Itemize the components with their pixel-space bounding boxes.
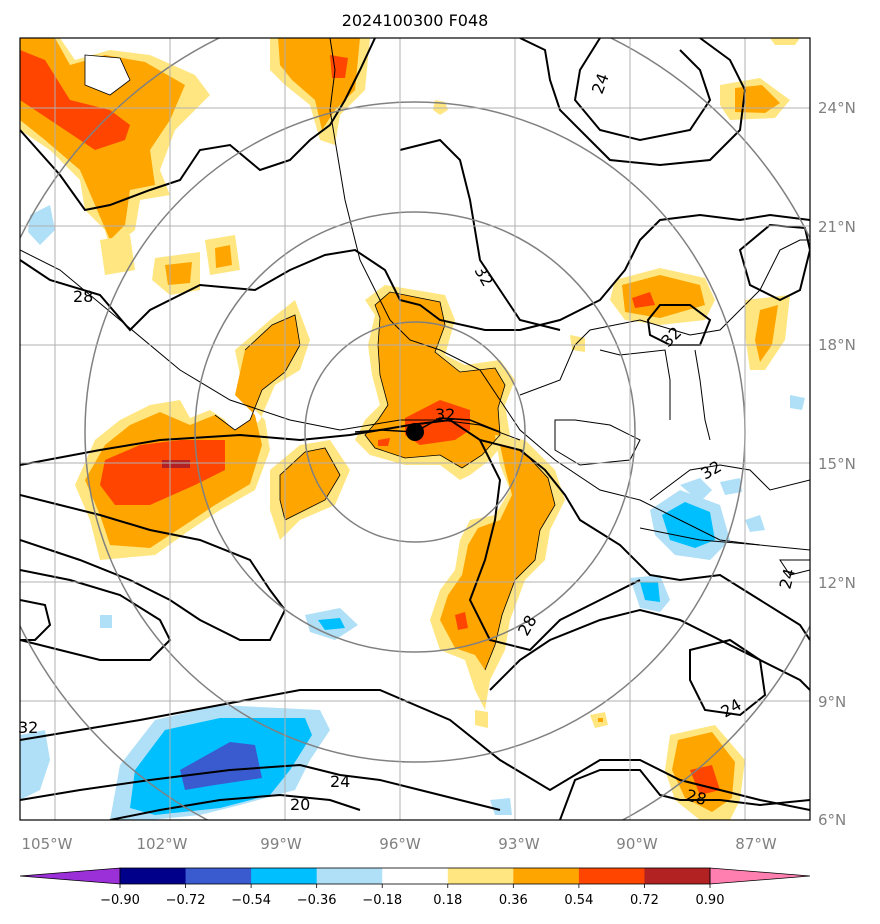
contour-label: 24 bbox=[776, 566, 800, 591]
lon-tick: 90°W bbox=[616, 835, 658, 853]
colorbar-tick-label: 0.54 bbox=[564, 893, 593, 908]
storm-track bbox=[354, 417, 501, 433]
colorbar-segment bbox=[447, 868, 514, 884]
colorbar-tick-label: −0.36 bbox=[297, 893, 337, 908]
colorbar-segment bbox=[382, 868, 449, 884]
gridlines bbox=[20, 38, 810, 820]
colorbar-segment bbox=[251, 868, 318, 884]
map-content bbox=[20, 38, 810, 820]
colorbar-tick-label: 0.36 bbox=[499, 893, 528, 908]
colorbar: −0.90 −0.72 −0.54 −0.36 −0.18 0.18 0.36 0.54 0.7… bbox=[19, 867, 811, 908]
lon-tick: 105°W bbox=[22, 835, 73, 853]
lat-tick: 15°N bbox=[818, 455, 856, 473]
colorbar-segment bbox=[578, 868, 645, 884]
colorbar-tick-label: 0.90 bbox=[696, 893, 725, 908]
lat-tick: 6°N bbox=[818, 811, 846, 829]
colorbar-segment bbox=[513, 868, 580, 884]
lat-tick: 18°N bbox=[818, 336, 856, 354]
lat-tick: 9°N bbox=[818, 693, 846, 711]
lat-tick-labels: 24°N 21°N 18°N 15°N 12°N 9°N 6°N bbox=[818, 99, 856, 829]
contour-label: 24 bbox=[330, 772, 350, 791]
lat-tick: 21°N bbox=[818, 218, 856, 236]
lon-tick-labels: 105°W 102°W 99°W 96°W 93°W 90°W 87°W bbox=[22, 835, 777, 853]
lon-tick: 93°W bbox=[498, 835, 540, 853]
colorbar-tick-label: 0.72 bbox=[630, 893, 659, 908]
shading-negative bbox=[20, 205, 805, 820]
contour-label: 28 bbox=[684, 786, 709, 810]
figure-title: 2024100300 F048 bbox=[342, 11, 489, 30]
contour-label: 32 bbox=[18, 718, 38, 737]
lon-tick: 96°W bbox=[379, 835, 421, 853]
colorbar-segment bbox=[120, 868, 187, 884]
lat-tick: 24°N bbox=[818, 99, 856, 117]
lon-tick: 102°W bbox=[137, 835, 188, 853]
colorbar-tick-label: 0.18 bbox=[433, 893, 462, 908]
colorbar-segment bbox=[185, 868, 252, 884]
colorbar-segment bbox=[644, 868, 711, 884]
colorbar-extend-low bbox=[19, 867, 121, 885]
lat-tick: 12°N bbox=[818, 574, 856, 592]
contour-label: 28 bbox=[73, 287, 93, 306]
colorbar-tick-label: −0.72 bbox=[166, 893, 206, 908]
contour-labels: 24 32 28 32 32 28 24 32 24 28 24 20 32 bbox=[18, 71, 799, 814]
colorbar-tick-label: −0.54 bbox=[231, 893, 271, 908]
colorbar-tick-label: −0.18 bbox=[362, 893, 402, 908]
lon-tick: 87°W bbox=[735, 835, 777, 853]
contour-label: 32 bbox=[435, 405, 455, 424]
lon-tick: 99°W bbox=[260, 835, 302, 853]
contour-label: 20 bbox=[290, 795, 310, 814]
colorbar-segment bbox=[316, 868, 383, 884]
colorbar-outline bbox=[119, 867, 711, 885]
colorbar-extend-high bbox=[709, 867, 811, 885]
colorbar-tick-label: −0.90 bbox=[100, 893, 140, 908]
storm-center-marker bbox=[406, 423, 424, 441]
map-frame bbox=[19, 37, 811, 821]
